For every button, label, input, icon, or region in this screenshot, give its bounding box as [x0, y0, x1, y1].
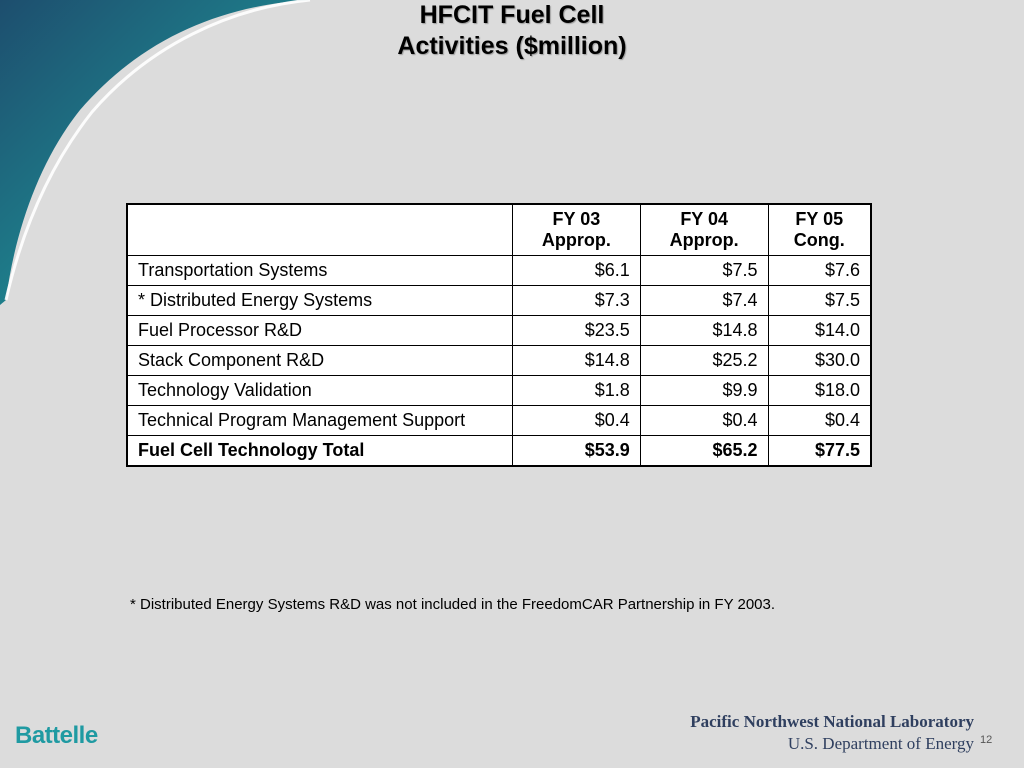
table-row: Stack Component R&D $14.8 $25.2 $30.0 [126, 345, 872, 376]
total-label: Fuel Cell Technology Total [126, 435, 513, 467]
header-fy05: FY 05 Cong. [767, 203, 872, 256]
table-row: Technical Program Management Support $0.… [126, 405, 872, 436]
fy05-value: $0.4 [767, 405, 872, 436]
department-name: U.S. Department of Energy [787, 734, 974, 753]
table-row: * Distributed Energy Systems $7.3 $7.4 $… [126, 285, 872, 316]
table-row: Fuel Processor R&D $23.5 $14.8 $14.0 [126, 315, 872, 346]
fy05-value: $7.6 [767, 255, 872, 286]
fy04-value: $0.4 [639, 405, 769, 436]
fy04-value: $25.2 [639, 345, 769, 376]
lab-name: Pacific Northwest National Laboratory [690, 712, 974, 731]
fy03-value: $1.8 [512, 375, 641, 406]
header-empty-cell [126, 203, 513, 256]
title-line-1: HFCIT Fuel Cell [419, 1, 605, 29]
fy05-value: $14.0 [767, 315, 872, 346]
fy05-value: $18.0 [767, 375, 872, 406]
fuel-cell-funding-table: FY 03 Approp. FY 04 Approp. FY 05 Cong. Tra… [126, 203, 872, 467]
header-fy03: FY 03 Approp. [512, 203, 641, 256]
fy04-value: $14.8 [639, 315, 769, 346]
total-fy03-value: $53.9 [512, 435, 641, 467]
row-label: * Distributed Energy Systems [126, 285, 513, 316]
fy03-value: $6.1 [512, 255, 641, 286]
total-fy04-value: $65.2 [639, 435, 769, 467]
total-fy05-value: $77.5 [767, 435, 872, 467]
row-label: Fuel Processor R&D [126, 315, 513, 346]
table-row: Technology Validation $1.8 $9.9 $18.0 [126, 375, 872, 406]
decorative-swoosh [0, 0, 311, 305]
table-header-row: FY 03 Approp. FY 04 Approp. FY 05 Cong. [126, 203, 872, 256]
row-label: Transportation Systems [126, 255, 513, 286]
row-label: Technology Validation [126, 375, 513, 406]
row-label: Stack Component R&D [126, 345, 513, 376]
row-label: Technical Program Management Support [126, 405, 513, 436]
table-total-row: Fuel Cell Technology Total $53.9 $65.2 $… [126, 435, 872, 467]
fy04-value: $7.5 [639, 255, 769, 286]
fy03-value: $23.5 [512, 315, 641, 346]
fy04-value: $7.4 [639, 285, 769, 316]
fy03-value: $7.3 [512, 285, 641, 316]
footnote: * Distributed Energy Systems R&D was not… [130, 596, 776, 613]
fy05-value: $30.0 [767, 345, 872, 376]
slide-title: HFCIT Fuel Cell Activities ($million) [300, 0, 724, 62]
table-row: Transportation Systems $6.1 $7.5 $7.6 [126, 255, 872, 286]
title-line-2: Activities ($million) [397, 32, 627, 60]
fy05-value: $7.5 [767, 285, 872, 316]
fy03-value: $0.4 [512, 405, 641, 436]
battelle-logo: Battelle [15, 722, 98, 749]
fy03-value: $14.8 [512, 345, 641, 376]
fy04-value: $9.9 [639, 375, 769, 406]
pnnl-logo: Pacific Northwest National Laboratory U.… [690, 712, 974, 754]
header-fy04: FY 04 Approp. [639, 203, 769, 256]
page-number: 12 [980, 734, 993, 746]
